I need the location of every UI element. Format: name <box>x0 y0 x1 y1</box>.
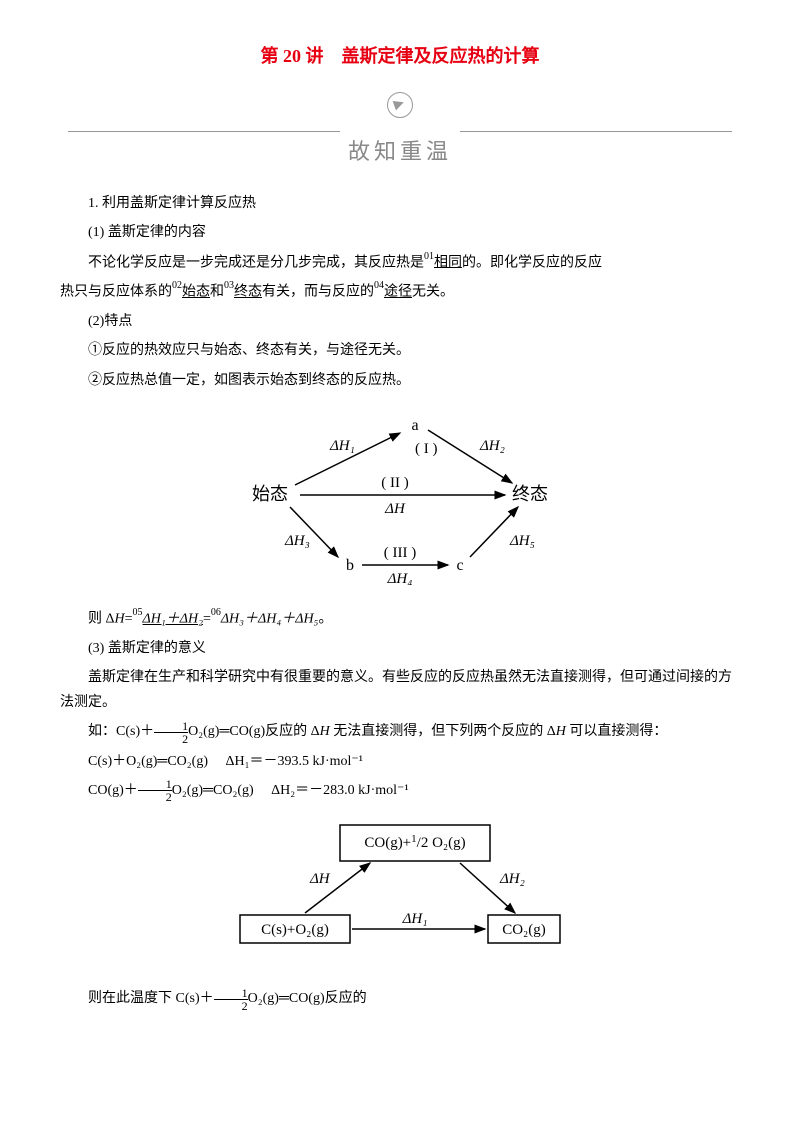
blank-num-05: 05 <box>133 607 143 618</box>
text: 不论化学反应是一步完成还是分几步完成，其反应热是 <box>88 255 424 270</box>
point-1: ①反应的热效应只与始态、终态有关，与途径无关。 <box>60 338 740 363</box>
content-line: 热只与反应体系的02始态和03终态有关，而与反应的04途径无关。 <box>60 279 740 305</box>
example-line: 如：C(s)＋12O₂(g)═CO(g)反应的 ΔH 无法直接测得，但下列两个反… <box>60 719 740 744</box>
equation-line: 则 ΔH=05ΔH₁＋ΔH₂=06ΔH₃＋ΔH₄＋ΔH₅。 <box>60 606 740 632</box>
node-end: 终态 <box>512 484 548 504</box>
equation-2: CO(g)＋12O₂(g)═CO₂(g) ΔH₂＝－283.0 kJ·mol⁻¹ <box>60 778 740 803</box>
point-2: ②反应热总值一定，如图表示始态到终态的反应热。 <box>60 368 740 393</box>
content-line: 不论化学反应是一步完成还是分几步完成，其反应热是01相同的。即化学反应的反应 <box>60 250 740 276</box>
label-dh: ΔH <box>384 501 406 517</box>
text: = <box>203 612 211 627</box>
text: 有关，而与反应的 <box>262 285 374 300</box>
text: 热只与反应体系的 <box>60 285 172 300</box>
hess-diagram-1: 始态 终态 a b c ΔH₁ ( I ) ΔH₂ ( II ) ΔH ΔH₃ … <box>60 405 740 594</box>
text: CO(g)＋ <box>88 783 138 798</box>
fraction-half: 12 <box>214 987 248 1012</box>
label-dh5: ΔH₅ <box>509 533 535 549</box>
node-c: c <box>456 557 463 574</box>
text: 则在此温度下 C(s)＋ <box>88 991 214 1006</box>
text: O₂(g)═CO₂(g) ΔH₂＝－283.0 kJ·mol⁻¹ <box>172 783 409 798</box>
node-b: b <box>346 557 354 574</box>
text: H <box>320 724 330 739</box>
label-dh3: ΔH₃ <box>284 533 310 549</box>
text: H <box>556 724 566 739</box>
box-reactant: C(s)+O₂(g) <box>261 922 329 938</box>
box-product: CO₂(g) <box>502 922 546 938</box>
text: O₂(g)═CO(g)反应的 Δ <box>188 724 320 739</box>
section-divider: 故知重温 <box>60 92 740 171</box>
divider-line-left <box>68 131 340 132</box>
subheading-1-1: (1) 盖斯定律的内容 <box>60 220 740 245</box>
blank-num-03: 03 <box>224 280 234 291</box>
text: = <box>125 612 133 627</box>
node-start: 始态 <box>252 484 288 504</box>
blank-02: 始态 <box>182 285 210 300</box>
blank-num-04: 04 <box>374 280 384 291</box>
text: O₂(g)═CO(g)反应的 <box>248 991 367 1006</box>
subheading-1-3: (3) 盖斯定律的意义 <box>60 636 740 661</box>
label-II: ( II ) <box>381 475 408 491</box>
text: 。 <box>318 612 332 627</box>
blank-num-02: 02 <box>172 280 182 291</box>
text: 和 <box>210 285 224 300</box>
text: H <box>115 612 125 627</box>
label-dh2: ΔH₂ <box>479 438 505 454</box>
text: 则 Δ <box>88 612 115 627</box>
fraction-half: 12 <box>154 720 188 745</box>
section-label: 故知重温 <box>348 139 452 164</box>
subheading-1-2: (2)特点 <box>60 309 740 334</box>
blank-num-01: 01 <box>424 251 434 262</box>
page-title: 第 20 讲 盖斯定律及反应热的计算 <box>60 40 740 72</box>
label-III: ( III ) <box>384 545 416 561</box>
blank-01: 相同 <box>434 255 462 270</box>
hess-diagram-2: C(s)+O₂(g) CO(g)+1/2 O₂(g) CO₂(g) ΔH ΔH₂… <box>60 815 740 974</box>
conclusion-line: 则在此温度下 C(s)＋12O₂(g)═CO(g)反应的 <box>60 986 740 1011</box>
plane-icon <box>387 92 413 118</box>
label-I: ( I ) <box>415 441 438 457</box>
label-dh2: ΔH₂ <box>499 871 525 887</box>
blank-06: ΔH₃＋ΔH₄＋ΔH₅ <box>221 612 319 627</box>
blank-num-06: 06 <box>211 607 221 618</box>
box-intermediate: CO(g)+1/2 O₂(g) <box>364 833 465 851</box>
fraction-half: 12 <box>138 778 172 803</box>
text: 如：C(s)＋ <box>88 724 154 739</box>
blank-04: 途径 <box>384 285 412 300</box>
label-dh1: ΔH₁ <box>329 438 355 454</box>
divider-line-right <box>460 131 732 132</box>
node-a: a <box>411 417 418 434</box>
text: 可以直接测得： <box>566 724 668 739</box>
label-dh4: ΔH₄ <box>387 571 413 585</box>
equation-1: C(s)＋O₂(g)═CO₂(g) ΔH₁＝－393.5 kJ·mol⁻¹ <box>60 749 740 774</box>
label-dh1: ΔH₁ <box>402 911 428 927</box>
text: 无法直接测得，但下列两个反应的 Δ <box>330 724 556 739</box>
text: 的。即化学反应的反应 <box>462 255 602 270</box>
blank-05: ΔH₁＋ΔH₂ <box>143 612 203 627</box>
content-line: 盖斯定律在生产和科学研究中有很重要的意义。有些反应的反应热虽然无法直接测得，但可… <box>60 665 740 715</box>
text: 无关。 <box>412 285 454 300</box>
blank-03: 终态 <box>234 285 262 300</box>
heading-1: 1. 利用盖斯定律计算反应热 <box>60 191 740 216</box>
label-dh: ΔH <box>309 871 331 887</box>
